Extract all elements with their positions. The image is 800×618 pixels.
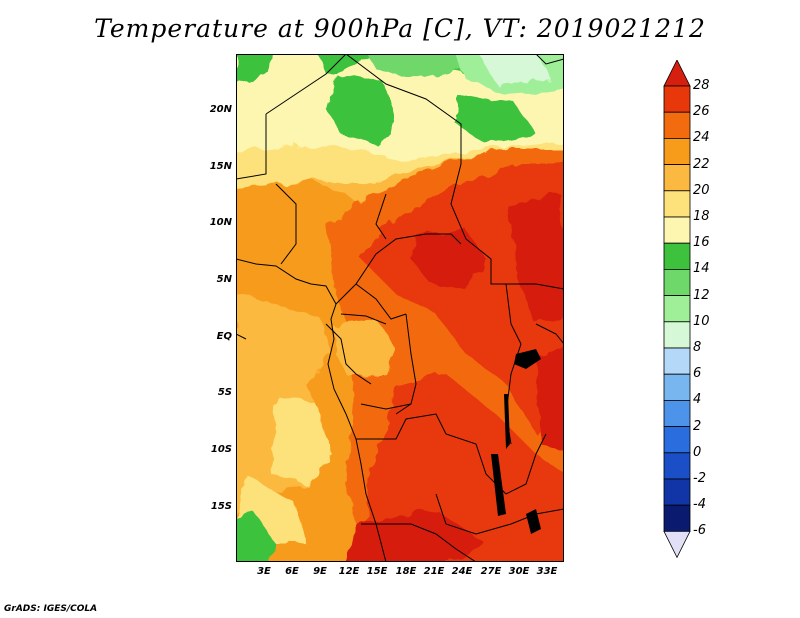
lat-label-5s: 5S — [217, 387, 232, 398]
colorbar-box — [663, 426, 691, 454]
colorbar-box — [663, 452, 691, 480]
colorbar-label: 24 — [693, 130, 710, 146]
colorbar-label: -4 — [693, 497, 706, 513]
country-borders — [236, 54, 564, 562]
colorbar-triangle-bottom — [663, 530, 691, 559]
colorbar-box — [663, 190, 691, 218]
colorbar-label: 6 — [693, 366, 702, 382]
lon-label-18e: 18E — [395, 566, 417, 577]
colorbar-triangle-top — [663, 60, 691, 87]
lat-label-20n: 20N — [209, 104, 232, 115]
lon-label-24e: 24E — [451, 566, 473, 577]
colorbar-label: -2 — [693, 471, 706, 486]
lat-label-15s: 15S — [210, 501, 232, 512]
colorbar-label: 22 — [693, 156, 710, 172]
colorbar-label: 2 — [693, 418, 702, 434]
lat-label-10s: 10S — [210, 444, 232, 455]
colorbar-box — [663, 399, 691, 427]
colorbar-box — [663, 85, 691, 113]
colorbar-label: 20 — [693, 182, 710, 198]
colorbar-label: 14 — [693, 261, 710, 277]
colorbar-label: 4 — [693, 392, 702, 408]
lat-label-10n: 10N — [209, 217, 232, 228]
colorbar-label: 12 — [693, 287, 710, 303]
colorbar-label: 10 — [693, 313, 710, 329]
lon-label-12e: 12E — [338, 566, 360, 577]
colorbar-box — [663, 111, 691, 139]
colorbar-label: 0 — [693, 444, 702, 460]
colorbar-box — [663, 164, 691, 192]
colorbar-box — [663, 216, 691, 244]
colorbar-label: 8 — [693, 340, 702, 355]
colorbar-box — [663, 268, 691, 296]
colorbar-label: -6 — [693, 523, 706, 539]
colorbar-box — [663, 478, 691, 506]
lakes — [491, 349, 541, 534]
map-title: Temperature at 900hPa [C], VT: 201902121… — [94, 14, 706, 43]
lon-label-33e: 33E — [536, 566, 558, 577]
colorbar-label: 16 — [693, 235, 710, 251]
colorbar-box — [663, 138, 691, 166]
grads-credit: GrADS: IGES/COLA — [4, 604, 98, 614]
temperature-map: 20N 15N 10N 5N EQ 5S 10S 15S 3E 6E 9E 12… — [210, 54, 564, 577]
colorbar — [663, 60, 691, 559]
lat-label-eq: EQ — [216, 331, 232, 342]
colorbar-label: 18 — [693, 209, 710, 224]
colorbar-box — [663, 347, 691, 375]
colorbar-box — [663, 242, 691, 270]
colorbar-label: 28 — [693, 78, 710, 93]
lat-label-15n: 15N — [209, 161, 232, 172]
lon-label-6e: 6E — [285, 566, 299, 577]
lon-label-21e: 21E — [423, 566, 445, 577]
lon-label-15e: 15E — [366, 566, 388, 577]
colorbar-box — [663, 321, 691, 349]
colorbar-box — [663, 295, 691, 323]
lat-label-5n: 5N — [216, 274, 232, 285]
map-canvas — [236, 54, 564, 562]
lon-label-3e: 3E — [257, 566, 271, 577]
colorbar-box — [663, 504, 691, 532]
colorbar-box — [663, 373, 691, 401]
temperature-field — [236, 54, 564, 562]
lon-label-9e: 9E — [313, 566, 327, 577]
colorbar-label: 26 — [693, 104, 710, 120]
lon-label-27e: 27E — [480, 566, 502, 577]
lon-label-30e: 30E — [508, 566, 530, 577]
